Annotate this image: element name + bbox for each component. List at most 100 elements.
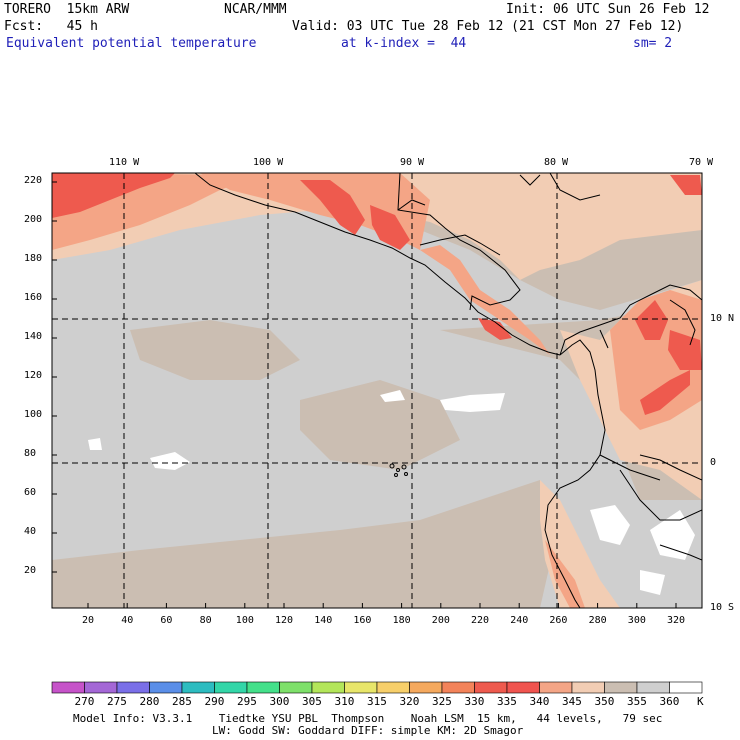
white-patch-6 xyxy=(640,570,665,595)
grid-y-label: 100 xyxy=(24,409,43,420)
colorbar-swatch xyxy=(344,681,378,694)
red-ecuador-streak xyxy=(640,370,690,415)
salmon-central-america xyxy=(420,245,550,355)
colorbar-level-label: 285 xyxy=(172,695,192,708)
grid-x-label: 320 xyxy=(667,615,686,626)
colorbar-swatch xyxy=(669,681,703,694)
colorbar-swatch xyxy=(116,681,150,694)
red-guatemala xyxy=(370,205,410,250)
white-patch-1 xyxy=(440,393,505,412)
colorbar-swatch xyxy=(604,681,638,694)
grid-y-label: 200 xyxy=(24,214,43,225)
lon-label-110w: 110 W xyxy=(109,157,140,168)
colorbar-level-label: 315 xyxy=(367,695,387,708)
white-patch-7 xyxy=(380,390,405,402)
tan-region-south xyxy=(52,480,560,608)
colorbar-level-label: 290 xyxy=(204,695,225,708)
colorbar-swatch xyxy=(539,681,573,694)
grid-y-label: 40 xyxy=(24,526,37,537)
colorbar-swatch xyxy=(409,681,443,694)
colorbar-swatch xyxy=(506,681,540,694)
grid-x-label: 220 xyxy=(471,615,490,626)
lat-label-0: 0 xyxy=(710,457,717,468)
colorbar-swatch xyxy=(181,681,215,694)
colorbar-swatch xyxy=(84,681,118,694)
colorbar-swatch xyxy=(571,681,605,694)
salmon-colombia xyxy=(610,290,702,430)
tan-patch-center xyxy=(130,320,300,380)
grid-x-label: 200 xyxy=(431,615,450,626)
model-info-line2: LW: Godd SW: Goddard DIFF: simple KM: 2D… xyxy=(212,724,524,737)
colorbar-swatch xyxy=(636,681,670,694)
organization: NCAR/MMM xyxy=(224,2,287,17)
grid-x-label: 100 xyxy=(235,615,254,626)
colorbar-level-label: 320 xyxy=(399,695,420,708)
colorbar-level-label: 330 xyxy=(464,695,485,708)
lon-label-100w: 100 W xyxy=(253,157,284,168)
valid-time: Valid: 03 UTC Tue 28 Feb 12 (21 CST Mon … xyxy=(292,19,684,34)
colorbar-level-label: 275 xyxy=(107,695,127,708)
level-index: at k-index = 44 xyxy=(341,36,467,51)
lon-label-90w: 90 W xyxy=(400,157,425,168)
colorbar-level-label: 350 xyxy=(594,695,615,708)
red-costa-rica xyxy=(478,318,512,340)
grid-y-label: 140 xyxy=(24,331,43,342)
grid-y-label: 160 xyxy=(24,292,43,303)
peach-band-north xyxy=(52,173,702,280)
grid-x-label: 120 xyxy=(275,615,294,626)
colorbar-unit: K xyxy=(697,695,704,708)
model-info-line1: Model Info: V3.3.1 Tiedtke YSU PBL Thomp… xyxy=(73,712,663,725)
colorbar-swatch xyxy=(376,681,410,694)
grid-x-label: 20 xyxy=(82,615,95,626)
colorbar-level-label: 340 xyxy=(529,695,550,708)
grid-x-label: 280 xyxy=(588,615,607,626)
smoothing: sm= 2 xyxy=(633,36,673,51)
red-colombia-east xyxy=(668,330,702,370)
grid-x-label: 80 xyxy=(199,615,212,626)
grid-y-label: 120 xyxy=(24,370,43,381)
colorbar-swatch xyxy=(149,681,183,694)
red-northeast-corner xyxy=(670,175,702,195)
white-patch-2 xyxy=(150,452,190,470)
colorbar-level-label: 345 xyxy=(562,695,582,708)
white-patch-5 xyxy=(650,510,695,560)
init-time: Init: 06 UTC Sun 26 Feb 12 xyxy=(506,2,710,17)
white-patch-3 xyxy=(88,438,102,450)
lat-label-10n: 10 N xyxy=(710,313,735,324)
grid-x-label: 180 xyxy=(392,615,411,626)
salmon-peru-strip xyxy=(545,540,585,608)
colorbar-swatch xyxy=(279,681,313,694)
salmon-mexico xyxy=(200,173,430,250)
colorbar-swatch xyxy=(214,681,248,694)
lon-label-80w: 80 W xyxy=(544,157,569,168)
grid-y-label: 60 xyxy=(24,487,37,498)
colorbar-level-label: 280 xyxy=(139,695,160,708)
grid-y-label: 80 xyxy=(24,448,37,459)
colorbar-swatch xyxy=(246,681,280,694)
grid-x-label: 300 xyxy=(627,615,646,626)
grid-y-label: 180 xyxy=(24,253,43,264)
colorbar-level-label: 335 xyxy=(497,695,517,708)
colorbar-level-label: 300 xyxy=(269,695,290,708)
grid-y-label: 20 xyxy=(24,565,37,576)
grid-x-label: 160 xyxy=(353,615,372,626)
forecast-hour: Fcst: 45 h xyxy=(4,19,98,34)
red-northwest-corner xyxy=(52,173,175,218)
graticule xyxy=(52,173,702,608)
colorbar-swatch xyxy=(311,681,345,694)
red-colombia xyxy=(635,300,668,340)
white-patch-4 xyxy=(590,505,630,545)
colorbar-level-label: 295 xyxy=(237,695,257,708)
map-frame xyxy=(51,172,703,609)
lat-label-10s: 10 S xyxy=(710,602,735,613)
colorbar-swatch xyxy=(474,681,508,694)
colorbar-level-label: 360 xyxy=(659,695,680,708)
red-mexico-coast xyxy=(300,180,365,235)
grid-x-label: 240 xyxy=(510,615,529,626)
grid-x-label: 140 xyxy=(314,615,333,626)
colorbar-level-label: 305 xyxy=(302,695,322,708)
lon-label-70w: 70 W xyxy=(689,157,714,168)
colorbar-level-label: 325 xyxy=(432,695,452,708)
